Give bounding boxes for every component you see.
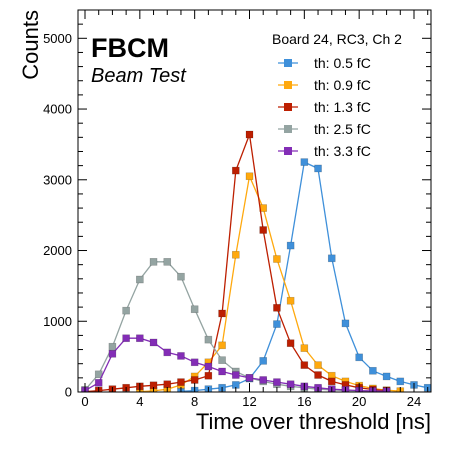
legend-entry: th: 0.5 fC — [278, 55, 371, 71]
legend-label: th: 0.9 fC — [314, 77, 371, 93]
x-tick-label: 8 — [191, 394, 198, 409]
data-point — [231, 166, 240, 175]
data-point — [438, 386, 445, 393]
data-point — [273, 304, 281, 312]
y-axis-title: Counts — [18, 10, 43, 80]
x-tick-label: 12 — [242, 394, 256, 409]
data-point — [286, 339, 295, 347]
data-point — [245, 130, 254, 139]
x-tick-label: 16 — [297, 394, 311, 409]
data-point — [163, 348, 172, 357]
data-point — [177, 352, 185, 360]
data-point — [314, 164, 322, 173]
data-point — [300, 361, 309, 369]
annotation-main: FBCM — [91, 33, 169, 63]
x-tick-label: 0 — [81, 394, 88, 409]
data-point — [396, 377, 405, 386]
legend-marker — [284, 103, 292, 111]
data-point — [190, 358, 199, 367]
legend-marker — [284, 81, 292, 89]
plot-frame — [77, 9, 432, 393]
y-tick-label: 3000 — [43, 172, 72, 187]
plot-marks — [81, 130, 445, 393]
data-point — [94, 379, 103, 387]
legend-entry: th: 2.5 fC — [278, 121, 371, 137]
data-point — [163, 380, 172, 389]
y-tick-label: 5000 — [43, 31, 72, 46]
x-tick-label: 4 — [136, 394, 143, 409]
data-point — [273, 255, 281, 263]
data-point — [245, 172, 254, 181]
data-point — [218, 367, 226, 376]
data-point — [231, 250, 240, 259]
x-axis-ticks: 0 4 8 12 16 20 24 — [81, 10, 429, 409]
legend-marker — [284, 147, 292, 155]
data-point — [204, 362, 213, 371]
series-3 — [81, 130, 391, 392]
data-point — [218, 356, 226, 364]
data-point — [369, 366, 377, 375]
data-point — [204, 371, 213, 380]
legend-marker — [284, 59, 292, 67]
data-point — [177, 378, 185, 386]
annotation-sub: Beam Test — [91, 65, 187, 87]
data-point — [149, 338, 158, 347]
data-point — [190, 305, 199, 314]
data-point — [327, 254, 336, 263]
x-tick-label: 24 — [407, 394, 421, 409]
data-point — [204, 335, 213, 344]
y-tick-label: 0 — [65, 385, 72, 400]
data-point — [190, 376, 199, 384]
data-point — [163, 258, 172, 266]
data-point — [314, 361, 322, 369]
data-point — [259, 226, 268, 234]
data-point — [218, 341, 226, 350]
legend-label: th: 3.3 fC — [314, 143, 371, 159]
y-tick-label: 4000 — [43, 102, 72, 117]
legend-entry: th: 0.9 fC — [278, 77, 371, 93]
data-point — [218, 309, 226, 318]
data-point — [300, 158, 309, 166]
x-axis-title: Time over threshold [ns] — [196, 409, 431, 434]
data-point — [286, 241, 295, 250]
data-point — [300, 344, 309, 352]
legend-marker — [284, 125, 292, 133]
data-point — [286, 380, 295, 389]
data-point — [259, 376, 268, 384]
data-point — [327, 377, 336, 386]
legend-label: th: 0.5 fC — [314, 55, 371, 71]
y-tick-label: 2000 — [43, 243, 72, 258]
legend-entry: th: 3.3 fC — [278, 143, 371, 159]
data-point — [177, 272, 185, 281]
y-tick-label: 1000 — [43, 314, 72, 329]
legend-label: th: 2.5 fC — [314, 121, 371, 137]
data-point — [231, 371, 240, 379]
legend-title: Board 24, RC3, Ch 2 — [272, 31, 402, 47]
data-point — [136, 275, 144, 284]
data-point — [314, 371, 322, 379]
data-point — [108, 342, 117, 351]
y-axis-ticks: 0 1000 2000 3000 4000 5000 — [43, 9, 431, 400]
x-tick-label: 20 — [352, 394, 366, 409]
data-point — [382, 372, 391, 381]
data-point — [122, 334, 130, 343]
data-point — [136, 334, 144, 343]
data-point — [341, 319, 350, 328]
data-point — [273, 320, 281, 328]
data-point — [273, 378, 281, 386]
legend-label: th: 1.3 fC — [314, 99, 371, 115]
data-point — [259, 357, 268, 365]
legend: th: 0.5 fC th: 0.9 fC th: 1.3 fC th: 2.5 fC… — [278, 55, 371, 159]
data-point — [286, 296, 295, 305]
data-point — [245, 374, 254, 382]
data-point — [108, 349, 117, 358]
data-point — [355, 353, 363, 362]
data-point — [122, 306, 130, 315]
legend-entry: th: 1.3 fC — [278, 99, 371, 115]
data-point — [149, 258, 158, 266]
